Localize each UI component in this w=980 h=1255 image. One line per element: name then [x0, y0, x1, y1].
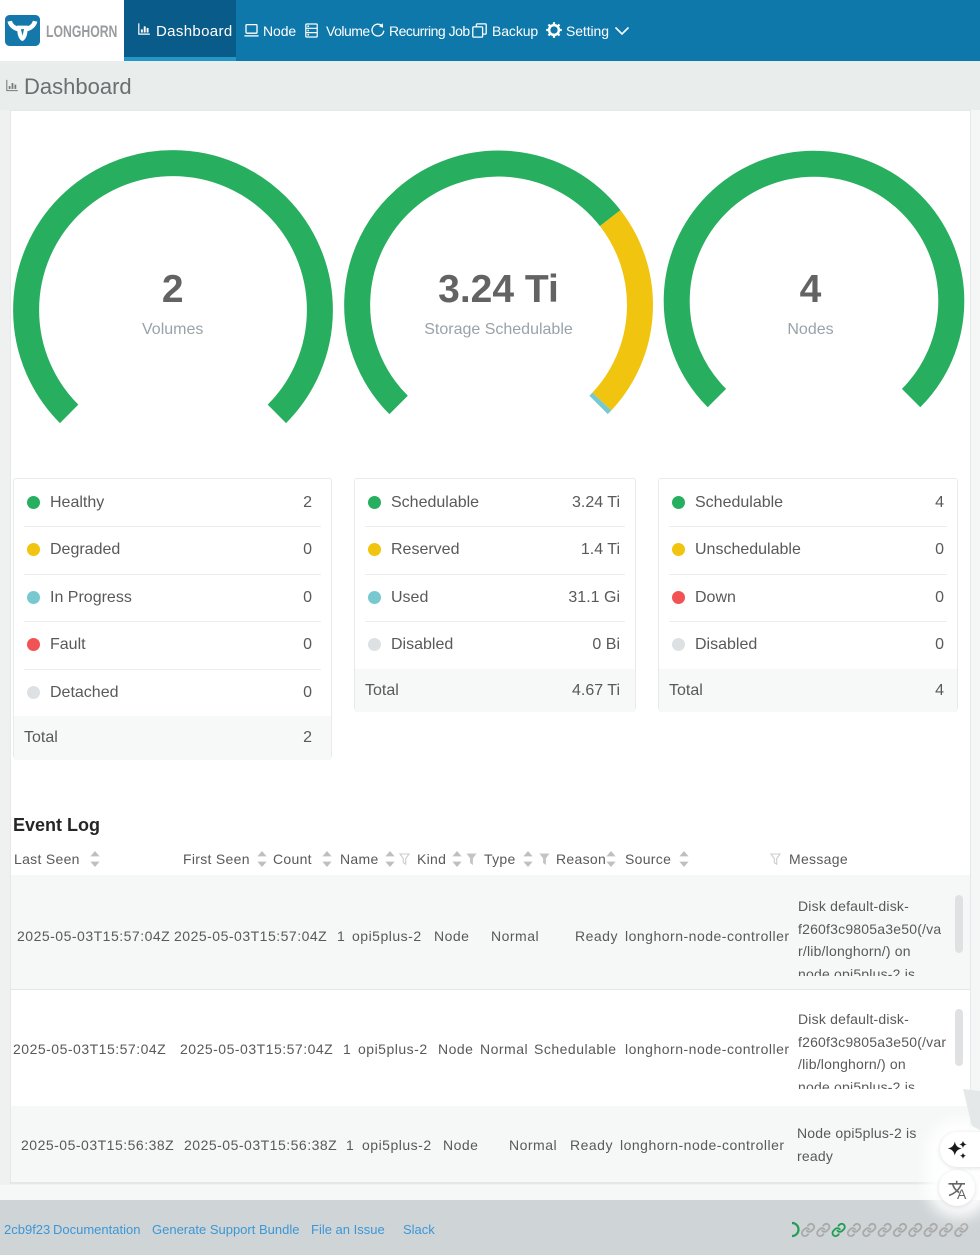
- svg-text:A: A: [957, 1186, 967, 1200]
